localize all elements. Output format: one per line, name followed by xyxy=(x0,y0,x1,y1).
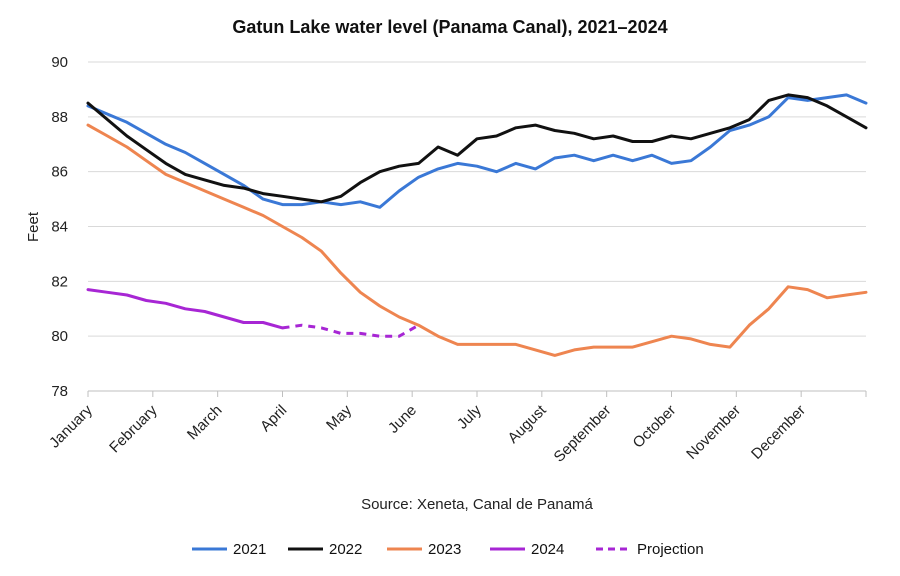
series-line-2024 xyxy=(86,288,284,330)
y-tick-label: 80 xyxy=(51,328,68,345)
legend-label-2023: 2023 xyxy=(428,541,461,558)
x-tick-label-august: August xyxy=(505,401,551,447)
x-tick-label-july: July xyxy=(454,401,485,432)
x-ticks: January February March April May June July Augu… xyxy=(46,391,867,466)
x-tick-label-april: April xyxy=(257,402,290,435)
y-tick-label: 84 xyxy=(51,219,68,236)
series-line-2023 xyxy=(86,123,868,357)
y-tick-label: 88 xyxy=(51,109,68,126)
y-tick-label: 90 xyxy=(51,54,68,71)
x-tick-label-may: May xyxy=(323,401,355,433)
y-tick-label: 82 xyxy=(51,273,68,290)
series-line-2021 xyxy=(86,93,868,209)
legend-label-2024: 2024 xyxy=(531,541,564,558)
legend-label-2022: 2022 xyxy=(329,541,362,558)
y-axis-label: Feet xyxy=(25,211,42,242)
legend: 2021 2022 2023 2024 Projection xyxy=(192,541,704,558)
x-tick-label-september: September xyxy=(551,402,615,466)
legend-label-projection: Projection xyxy=(637,541,704,558)
series-line-2022 xyxy=(86,93,868,204)
legend-label-2021: 2021 xyxy=(233,541,266,558)
series-group xyxy=(86,93,868,357)
y-ticks: 78 80 82 84 86 88 90 xyxy=(51,54,68,400)
x-tick-label-january: January xyxy=(46,401,96,451)
x-tick-label-june: June xyxy=(385,402,420,437)
x-tick-label-october: October xyxy=(630,402,680,452)
x-tick-label-february: February xyxy=(106,401,161,456)
x-tick-label-december: December xyxy=(748,402,809,463)
x-tick-label-november: November xyxy=(683,402,744,463)
grid xyxy=(88,61,866,337)
chart-title: Gatun Lake water level (Panama Canal), 2… xyxy=(232,17,667,37)
source-note: Source: Xeneta, Canal de Panamá xyxy=(361,496,593,513)
x-tick-label-march: March xyxy=(184,402,225,443)
series-line-projection xyxy=(282,323,420,338)
y-tick-label: 86 xyxy=(51,164,68,181)
y-tick-label: 78 xyxy=(51,383,68,400)
